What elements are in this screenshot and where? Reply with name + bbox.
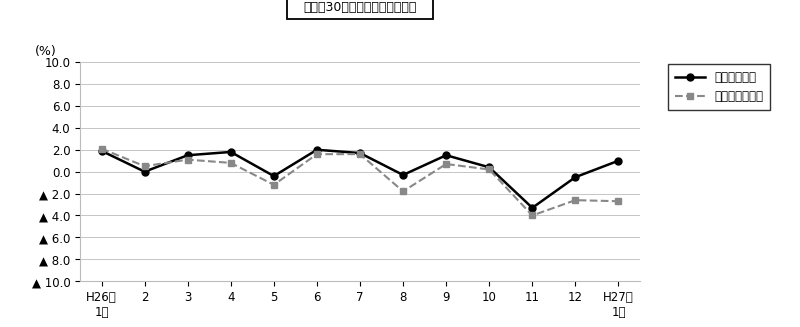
Legend: 総実労働時間, 所定内労働時間: 総実労働時間, 所定内労働時間: [668, 64, 770, 110]
Text: 図3　労働時間の推移（対前年同月比）
－規樨30人以上－　調査産業計: 図3 労働時間の推移（対前年同月比） －規樨30人以上－ 調査産業計: [292, 0, 428, 14]
Text: (%): (%): [35, 45, 57, 58]
